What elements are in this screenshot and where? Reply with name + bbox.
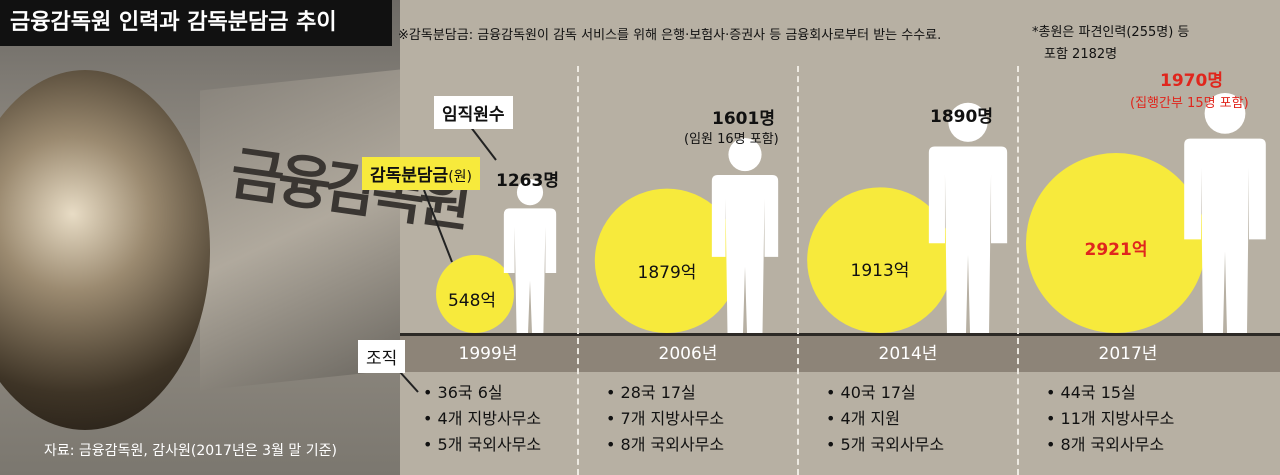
org-list: • 40국 17실 • 4개 지원 • 5개 국외사무소 [826, 380, 944, 458]
year-bar [400, 336, 1280, 372]
chart-title: 금융감독원 인력과 감독분담금 추이 [0, 0, 392, 46]
fee-bubble [594, 188, 740, 333]
staff-note: (임원 16명 포함) [684, 132, 779, 147]
fee-definition-note: ※감독분담금: 금융감독원이 감독 서비스를 위해 은행·보험사·증권사 등 금… [398, 28, 942, 43]
column-separator [797, 66, 799, 475]
column-separator [577, 66, 579, 475]
org-item: • 4개 지방사무소 [423, 409, 542, 428]
legend-fee-unit: (원) [448, 169, 473, 185]
fee-bubble [807, 187, 953, 333]
org-item: • 11개 지방사무소 [1046, 409, 1175, 428]
org-item: • 8개 국외사무소 [606, 435, 725, 454]
org-item: • 5개 국외사무소 [423, 435, 542, 454]
fee-value-label: 1879억 [637, 263, 697, 283]
staff-value-label: 1263명 [496, 171, 559, 191]
year-label: 2017년 [1098, 344, 1158, 364]
fee-value-label: 548억 [447, 291, 497, 311]
org-item: • 40국 17실 [826, 383, 916, 402]
org-list: • 36국 6실 • 4개 지방사무소 • 5개 국외사무소 [423, 380, 541, 458]
legend-fee-leader [423, 189, 453, 263]
legend-staff-label: 임직원수 [434, 96, 513, 129]
staff-person-icon [711, 137, 779, 333]
org-item: • 5개 국외사무소 [826, 435, 945, 454]
column-separator [1017, 66, 1019, 475]
org-item: • 4개 지원 [826, 409, 900, 428]
fee-value-label-highlight: 2921억 [1084, 240, 1148, 260]
org-item: • 8개 국외사무소 [1046, 435, 1165, 454]
legend-fee-text: 감독분담금 [370, 166, 449, 186]
legend-org-label: 조직 [358, 340, 406, 373]
staff-value-label: 1601명 [712, 109, 775, 129]
fee-value-label: 1913억 [850, 261, 910, 281]
staff-person-icon [928, 102, 1008, 333]
legend-fee-label: 감독분담금(원) [362, 157, 481, 190]
org-item: • 44국 15실 [1046, 383, 1136, 402]
year-label: 1999년 [458, 344, 518, 364]
year-label: 2006년 [658, 344, 718, 364]
source-note: 자료: 금융감독원, 감사원(2017년은 3월 말 기준) [44, 443, 337, 459]
legend-staff-leader [469, 125, 497, 161]
emblem-logo [0, 70, 210, 430]
staff-total-note: *총원은 파견인력(255명) 등 포함 2182명 [1032, 22, 1189, 66]
org-item: • 7개 지방사무소 [606, 409, 725, 428]
staff-note-highlight: (집행간부 15명 포함) [1130, 96, 1249, 111]
org-item: • 28국 17실 [606, 383, 696, 402]
staff-value-label: 1890명 [930, 107, 993, 127]
org-list: • 28국 17실 • 7개 지방사무소 • 8개 국외사무소 [606, 380, 724, 458]
legend-org-leader [399, 371, 419, 393]
org-list: • 44국 15실 • 11개 지방사무소 • 8개 국외사무소 [1046, 380, 1174, 458]
year-label: 2014년 [878, 344, 938, 364]
staff-total-note-line2: 포함 2182명 [1044, 47, 1118, 62]
org-item: • 36국 6실 [423, 383, 503, 402]
staff-total-note-line1: *총원은 파견인력(255명) 등 [1032, 25, 1190, 40]
staff-person-icon [1184, 93, 1266, 333]
baseline [400, 333, 1280, 336]
fee-bubble [436, 255, 514, 333]
staff-value-label-highlight: 1970명 [1160, 71, 1223, 91]
staff-person-icon [503, 179, 557, 333]
fee-bubble [1026, 153, 1206, 333]
